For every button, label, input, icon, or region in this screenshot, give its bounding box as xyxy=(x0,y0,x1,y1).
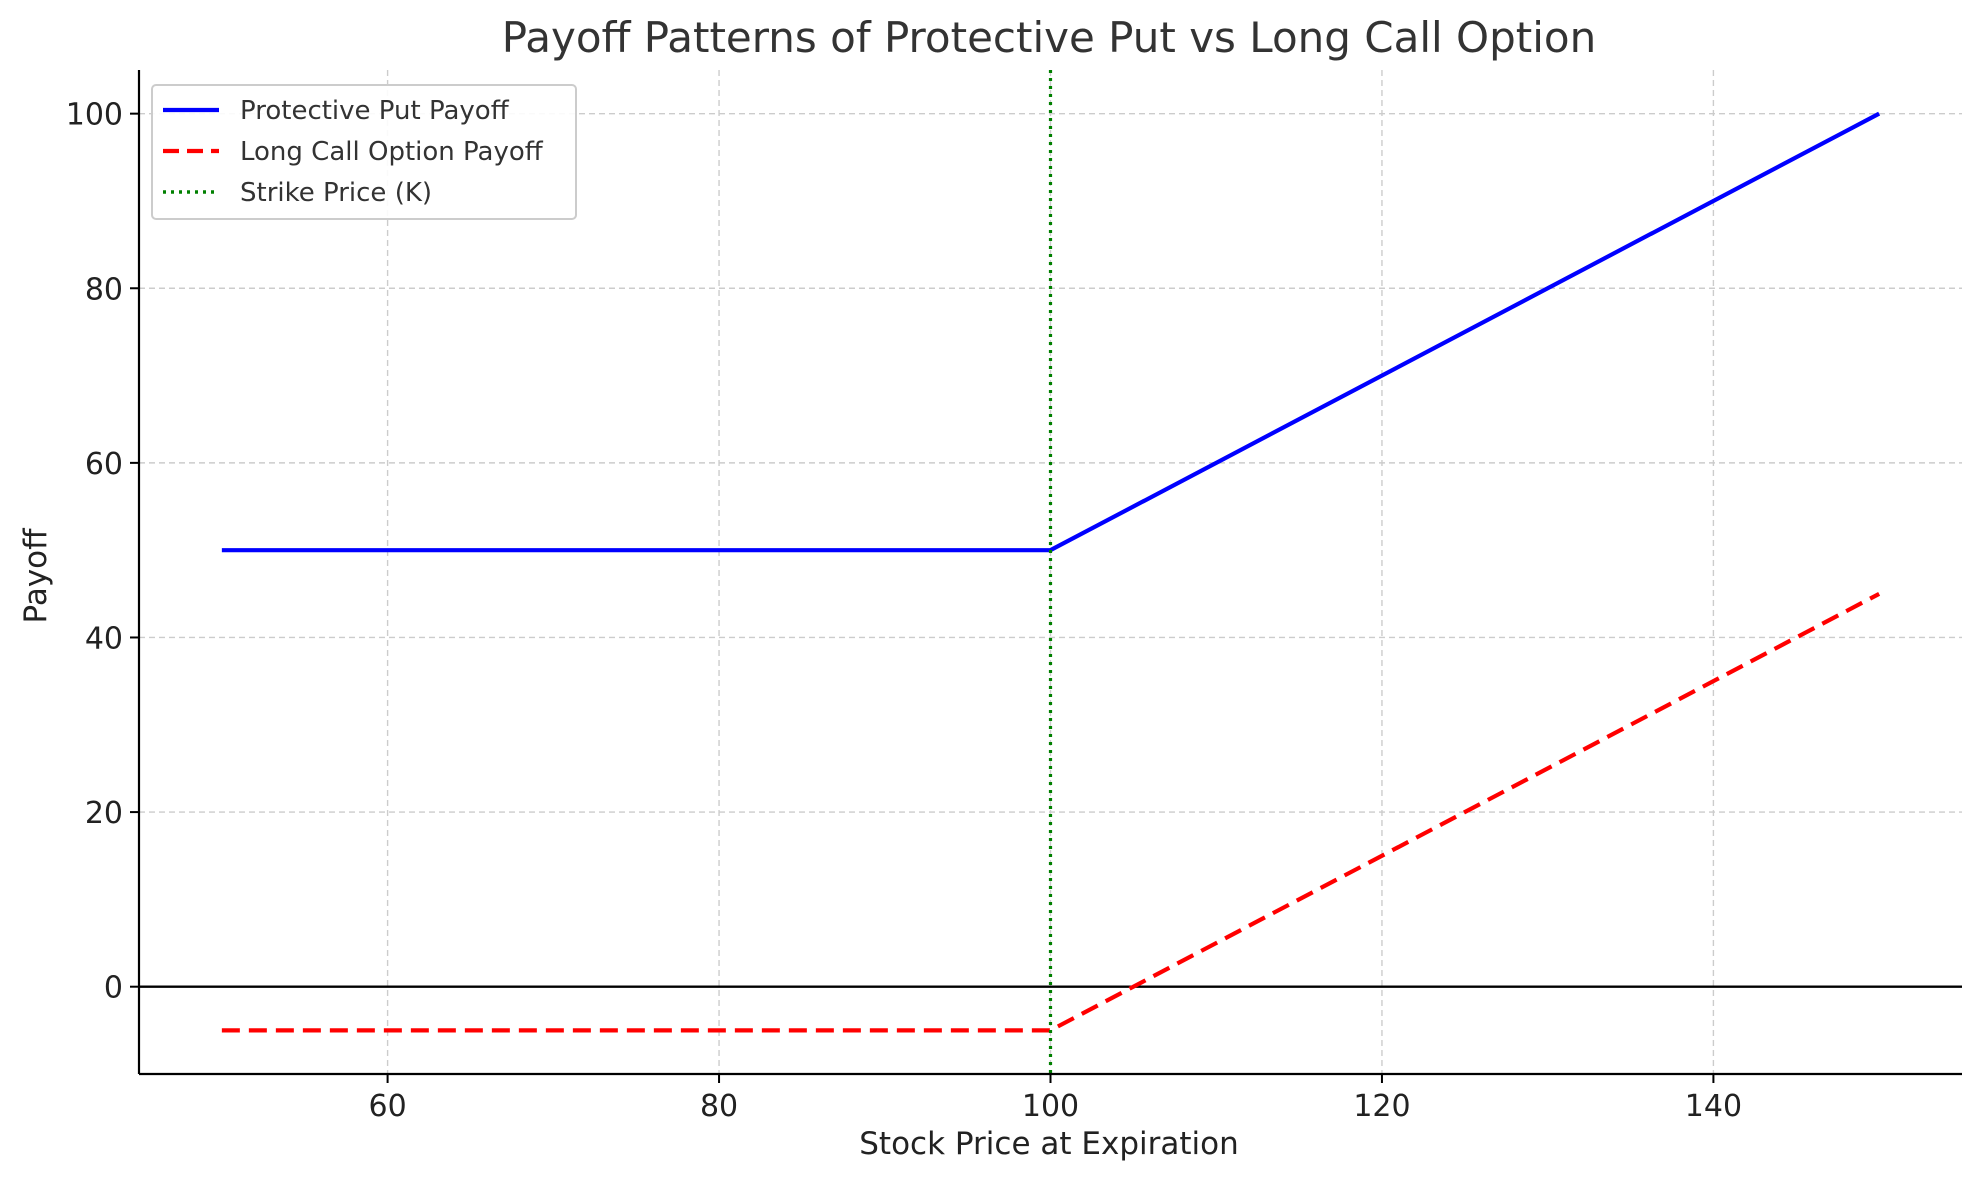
x-tick-label-120: 120 xyxy=(1353,1089,1410,1124)
chart-title: Payoff Patterns of Protective Put vs Lon… xyxy=(502,13,1596,62)
x-axis-label: Stock Price at Expiration xyxy=(859,1126,1238,1162)
x-tick-label-140: 140 xyxy=(1685,1089,1742,1124)
x-tick-label-80: 80 xyxy=(700,1089,738,1124)
x-tick-label-100: 100 xyxy=(1022,1089,1079,1124)
y-axis-label: Payoff xyxy=(18,528,54,624)
ticks-layer: 60 80 100 120 140 0 20 40 60 80 100 xyxy=(66,98,1742,1124)
series-line-2 xyxy=(221,591,1881,1033)
legend-label-3: Strike Price (K) xyxy=(240,178,432,208)
legend-label-1: Protective Put Payoff xyxy=(240,96,510,126)
series-layer xyxy=(221,70,1881,1074)
legend-box xyxy=(151,84,577,220)
y-tick-label-80: 80 xyxy=(85,272,123,307)
y-tick-label-40: 40 xyxy=(85,621,123,656)
y-tick-label-0: 0 xyxy=(104,971,123,1006)
y-tick-label-100: 100 xyxy=(66,98,123,133)
legend-label-2: Long Call Option Payoff xyxy=(240,137,544,167)
y-tick-label-60: 60 xyxy=(85,447,123,482)
x-tick-label-60: 60 xyxy=(368,1089,406,1124)
legend: Protective Put Payoff Long Call Option Pa… xyxy=(151,84,577,220)
y-tick-label-20: 20 xyxy=(85,796,123,831)
